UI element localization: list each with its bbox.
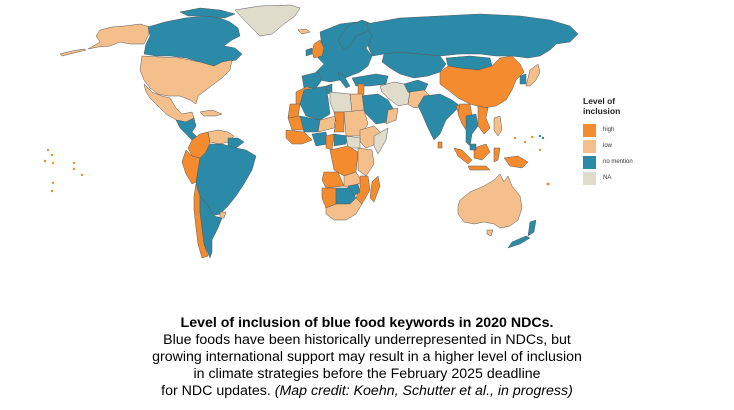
caption-title: Level of inclusion of blue food keywords… [180,315,554,331]
region-canada-arctic [179,7,236,19]
caption-line-3: in climate strategies before the Februar… [193,366,541,382]
region-libya [329,91,353,113]
region-western-sahara [287,103,301,119]
region-borneo [473,143,491,161]
region-south-sudan [345,135,361,149]
region-guianas [227,137,245,149]
region-japan [525,63,541,87]
figure-caption: Level of inclusion of blue food keywords… [0,315,734,400]
region-central-asia [381,51,447,79]
region-china [439,55,525,109]
legend-title: Level of inclusion [583,96,621,116]
caption-line-2: growing international support may result… [152,349,582,365]
region-vietnam [477,105,491,135]
region-sri-lanka [437,141,443,149]
region-korea [519,73,527,85]
region-alaska [87,23,151,50]
region-india [417,93,461,141]
region-niger [317,115,337,133]
world-map [43,4,579,259]
region-drc [329,145,359,177]
region-thailand [465,113,479,147]
pacific-islands [43,134,550,193]
legend-item-na: NA [583,170,663,186]
region-central-america [175,117,199,141]
region-russia [365,13,579,59]
region-angola [321,171,345,189]
region-usa [139,55,233,105]
legend-swatch-low [583,139,596,153]
region-car [333,133,349,147]
legend-item-low: low [583,138,663,154]
region-somalia [373,127,389,155]
legend-swatch-no-mention [583,155,596,169]
region-philippines [493,115,503,137]
region-peru [181,149,201,185]
region-kenya-tanzania [357,147,375,177]
region-cameroon [325,133,335,151]
legend-swatch-high [583,123,596,137]
caption-line-1: Blue foods have been historically underr… [163,332,571,348]
legend-item-no-mention: no mention [583,154,663,170]
region-png [503,155,529,169]
region-sumatra [453,147,473,165]
region-zimbabwe [347,183,361,197]
region-madagascar [369,175,381,203]
region-greenland [234,4,301,37]
region-ireland [305,47,313,57]
region-argentina [199,195,223,259]
region-nigeria [311,131,329,147]
region-aleutians [59,48,87,57]
legend-item-high: high [583,122,663,138]
region-malaysia [469,143,477,151]
map-credit: (Map credit: Koehn, Schutter et al., in … [274,383,573,399]
region-caribbean [199,109,223,117]
region-chad [333,111,345,133]
region-algeria [299,85,331,121]
region-tasmania [486,229,494,237]
region-iberia [301,71,323,89]
region-uruguay [219,211,227,219]
region-oman-yemen [385,107,399,125]
region-turkey [351,73,389,87]
region-canada [143,15,243,67]
caption-line-4: for NDC updates. (Map credit: Koehn, Sch… [161,383,573,399]
legend-swatch-na [583,171,596,185]
region-java [467,165,491,171]
map-legend: Level of inclusion high low no mention N… [583,96,663,186]
region-new-zealand [507,219,537,249]
region-italy [337,71,351,89]
region-egypt [349,93,365,113]
region-australia [457,173,523,229]
region-south-africa [325,197,363,221]
region-west-africa [285,129,313,145]
region-sulawesi [493,147,501,163]
region-iceland [297,28,311,35]
region-scandinavia [337,19,373,51]
